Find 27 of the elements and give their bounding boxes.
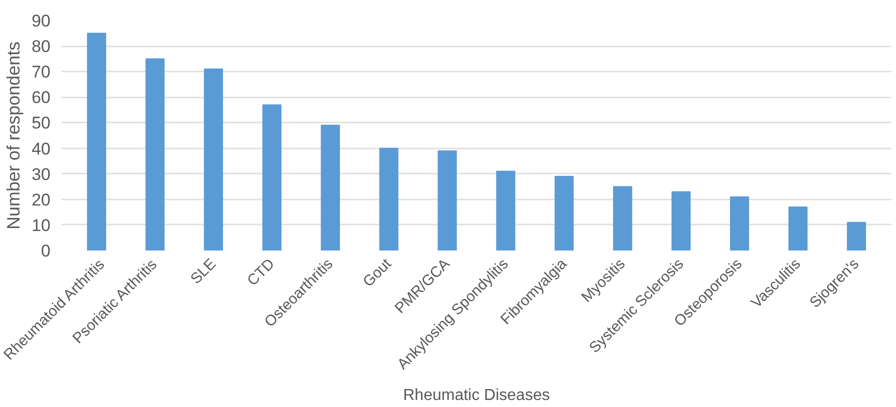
bar xyxy=(672,191,691,250)
y-tick-label: 80 xyxy=(32,37,51,56)
bar xyxy=(730,196,750,250)
bar xyxy=(613,186,632,250)
bar xyxy=(320,124,340,250)
bar xyxy=(145,58,165,250)
y-tick-label: 60 xyxy=(32,88,51,108)
y-tick-label: 10 xyxy=(32,216,51,235)
bar xyxy=(87,32,106,250)
y-tick-label: 20 xyxy=(32,190,51,210)
bar xyxy=(496,170,516,250)
bar xyxy=(846,222,866,250)
y-tick-label: 70 xyxy=(32,62,51,82)
bar xyxy=(438,150,457,250)
bar xyxy=(379,148,398,250)
y-axis-title: Number of respondents xyxy=(4,41,24,230)
bar xyxy=(788,206,808,250)
y-tick-label: 30 xyxy=(32,164,51,184)
bar xyxy=(262,104,282,250)
y-tick-label: 0 xyxy=(41,242,51,260)
y-tick-label: 90 xyxy=(32,12,51,30)
x-tick-label: SLE xyxy=(187,255,220,288)
y-tick-label: 40 xyxy=(32,139,51,158)
x-axis-title: Rheumatic Diseases xyxy=(403,387,550,404)
bar xyxy=(204,68,224,250)
y-tick-label: 50 xyxy=(32,114,51,133)
bar xyxy=(554,176,574,250)
